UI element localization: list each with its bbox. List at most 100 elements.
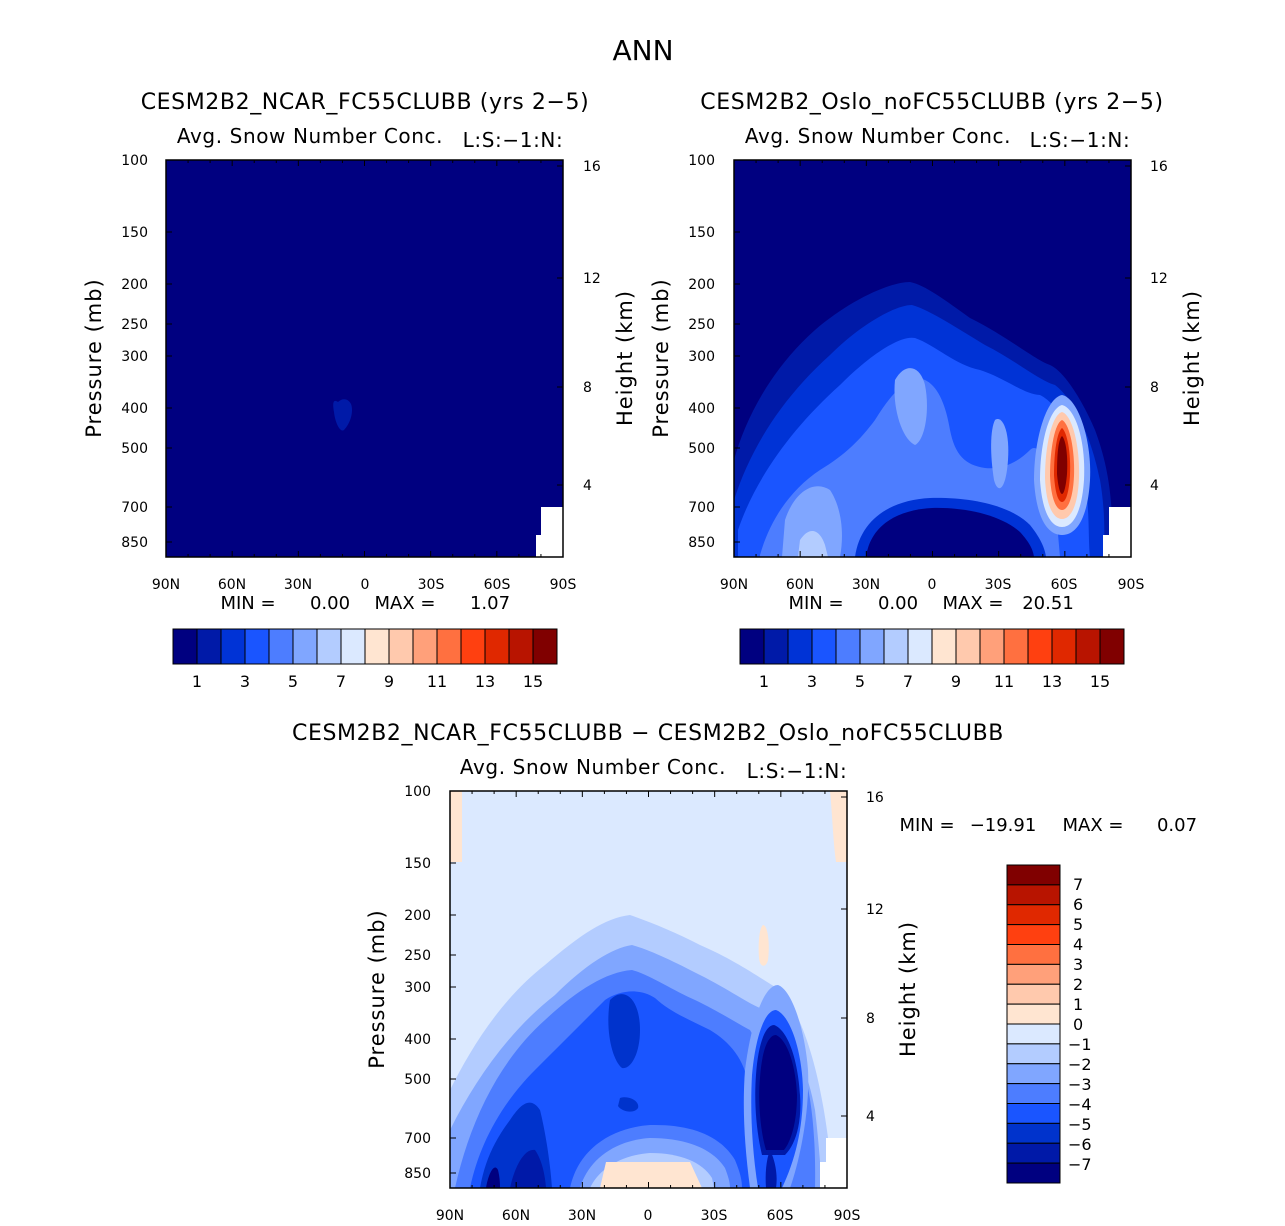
- colorbar-label: −5: [1068, 1115, 1092, 1134]
- tick-marks: [733, 159, 1132, 557]
- colorbar-box: [412, 628, 438, 665]
- colorbar-box: [859, 628, 885, 665]
- colorbar-box: [196, 628, 222, 665]
- max-value: 0.07: [1157, 815, 1197, 836]
- min-label: MIN =: [788, 593, 843, 614]
- y2-tick-label: 16: [583, 159, 601, 175]
- colorbar-box: [1006, 884, 1061, 906]
- y-tick-label: 500: [121, 441, 148, 457]
- colorbar-labels: 1 3 5 7 9 11 13 15: [759, 672, 1110, 691]
- y-tick-label: 500: [404, 1072, 431, 1088]
- y2-tick-label: 12: [1150, 271, 1168, 287]
- tick-marks: [449, 790, 848, 1188]
- colorbar-box: [931, 628, 957, 665]
- x-tick-label: 90N: [436, 1208, 464, 1224]
- y-tick-label: 850: [404, 1166, 431, 1182]
- colorbar-box: [1099, 628, 1125, 665]
- colorbar-box: [460, 628, 486, 665]
- min-label: MIN =: [220, 593, 275, 614]
- colorbar-box: [1006, 1063, 1061, 1085]
- y2-ticks: 16 12 8 4: [1150, 159, 1168, 494]
- x-tick-label: 90S: [1118, 577, 1145, 593]
- colorbar-box: [508, 628, 534, 665]
- y-tick-label: 400: [688, 401, 715, 417]
- max-label: MAX =: [375, 593, 436, 614]
- y-tick-label: 100: [404, 784, 431, 800]
- colorbar-box: [907, 628, 933, 665]
- panel-title: CESM2B2_Oslo_noFC55CLUBB (yrs 2−5): [700, 90, 1163, 115]
- x-tick-label: 90N: [720, 577, 748, 593]
- y-axis-label: Pressure (mb): [365, 909, 389, 1069]
- x-tick-label: 30S: [418, 577, 445, 593]
- colorbar-label: 1: [759, 672, 769, 691]
- colorbar-box: [484, 628, 510, 665]
- colorbar-label: 9: [384, 672, 394, 691]
- y-tick-label: 250: [121, 317, 148, 333]
- y2-axis-label: Height (km): [896, 921, 920, 1057]
- colorbar-box: [1006, 1142, 1061, 1164]
- panel-difference: CESM2B2_NCAR_FC55CLUBB − CESM2B2_Oslo_no…: [292, 721, 1197, 1224]
- colorbar-label: −1: [1068, 1035, 1092, 1054]
- x-tick-label: 0: [928, 577, 937, 593]
- x-tick-label: 0: [361, 577, 370, 593]
- x-tick-label: 60S: [1051, 577, 1078, 593]
- y-tick-label: 500: [688, 441, 715, 457]
- contour-level-pos: [600, 1162, 702, 1188]
- y-tick-label: 300: [121, 349, 148, 365]
- colorbar-box: [244, 628, 270, 665]
- colorbar-label: 7: [1073, 875, 1083, 894]
- contour-level-6: [991, 419, 1009, 489]
- x-tick-label: 30S: [985, 577, 1012, 593]
- y-tick-label: 400: [404, 1032, 431, 1048]
- colorbar-label: −7: [1068, 1155, 1092, 1174]
- colorbar-box: [1075, 628, 1101, 665]
- contour-level-1: [166, 160, 563, 557]
- y-axis-label: Pressure (mb): [649, 278, 673, 438]
- colorbar-box: [739, 628, 765, 665]
- y-tick-label: 400: [121, 401, 148, 417]
- colorbar: [172, 628, 558, 665]
- contour-field: [166, 160, 563, 557]
- y2-tick-label: 16: [866, 790, 884, 806]
- x-tick-label: 60S: [484, 577, 511, 593]
- panel-oslo: CESM2B2_Oslo_noFC55CLUBB (yrs 2−5) Avg. …: [649, 90, 1204, 691]
- y-tick-label: 200: [121, 277, 148, 293]
- max-value: 1.07: [470, 593, 510, 614]
- missing-data: [536, 507, 563, 557]
- colorbar-box: [1006, 864, 1061, 886]
- colorbar: [739, 628, 1125, 665]
- tick-marks: [165, 159, 564, 557]
- contour-level-pos: [830, 791, 847, 862]
- panel-ncar: CESM2B2_NCAR_FC55CLUBB (yrs 2−5) Avg. Sn…: [82, 90, 637, 691]
- y-tick-label: 700: [121, 500, 148, 516]
- colorbar-box: [1006, 1003, 1061, 1025]
- max-value: 20.51: [1022, 593, 1074, 614]
- colorbar-box: [1006, 1043, 1061, 1065]
- contour-level-16: [1057, 436, 1068, 494]
- max-label: MAX =: [943, 593, 1004, 614]
- y-tick-label: 150: [688, 225, 715, 241]
- colorbar-box: [787, 628, 813, 665]
- colorbar-box: [1006, 1103, 1061, 1124]
- panel-subtitle: Avg. Snow Number Conc.: [745, 124, 1011, 148]
- units-label: L:S:−1:N:: [1030, 128, 1131, 152]
- colorbar-label: 11: [427, 672, 447, 691]
- contour-level-pos: [758, 925, 769, 966]
- y2-tick-label: 8: [866, 1011, 875, 1027]
- contour-level-6: [782, 486, 842, 557]
- colorbar-label: 15: [1090, 672, 1110, 691]
- colorbar-label: −6: [1068, 1135, 1092, 1154]
- y-tick-label: 200: [404, 908, 431, 924]
- y-ticks: 100 150 200 250 300 400 500 700 850: [121, 153, 148, 551]
- x-tick-label: 60S: [767, 1208, 794, 1224]
- colorbar-labels: 7 6 5 4 3 2 1 0 −1 −2 −3 −4 −5 −6 −7: [1068, 875, 1092, 1174]
- colorbar-box: [1006, 1122, 1061, 1144]
- colorbar-label: 5: [855, 672, 865, 691]
- y-axis-label: Pressure (mb): [82, 278, 106, 438]
- colorbar-box: [1006, 963, 1061, 985]
- x-tick-label: 60N: [786, 577, 814, 593]
- colorbar-box: [1006, 904, 1061, 926]
- colorbar-label: 7: [903, 672, 913, 691]
- panel-subtitle: Avg. Snow Number Conc.: [177, 124, 443, 148]
